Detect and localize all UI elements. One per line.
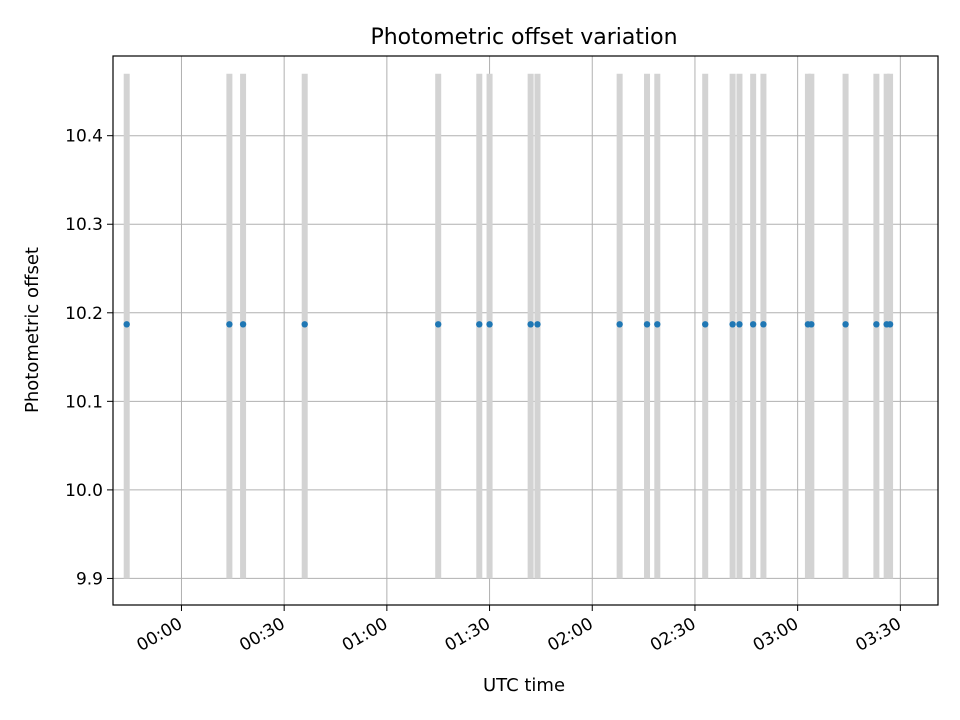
data-point bbox=[842, 321, 849, 328]
data-point bbox=[226, 321, 233, 328]
y-tick-label: 10.1 bbox=[65, 392, 103, 412]
data-point bbox=[527, 321, 534, 328]
y-tick-label: 10.0 bbox=[65, 481, 103, 501]
data-point bbox=[729, 321, 736, 328]
x-axis-ticks: 00:00 00:30 01:00 01:30 02:00 02:30 03:00 03:30 bbox=[134, 605, 905, 656]
x-tick-label: 01:00 bbox=[339, 614, 391, 656]
data-point bbox=[616, 321, 623, 328]
data-point bbox=[486, 321, 493, 328]
y-tick-label: 10.2 bbox=[65, 304, 103, 324]
data-point bbox=[873, 321, 880, 328]
data-point bbox=[702, 321, 709, 328]
plot-frame bbox=[112, 55, 939, 606]
data-point bbox=[435, 321, 442, 328]
x-tick-label: 02:00 bbox=[544, 614, 596, 656]
data-point bbox=[239, 321, 247, 328]
x-tick-label: 02:30 bbox=[647, 614, 699, 656]
data-point bbox=[301, 321, 308, 328]
y-axis-ticks: 9.9 10.0 10.1 10.2 10.3 10.4 bbox=[65, 127, 113, 589]
data-point bbox=[643, 321, 651, 328]
x-tick-label: 00:30 bbox=[236, 614, 288, 656]
data-point bbox=[736, 321, 743, 328]
data-point bbox=[476, 321, 483, 328]
x-tick-label: 03:00 bbox=[750, 614, 802, 656]
grid bbox=[113, 56, 938, 605]
data-point bbox=[760, 321, 767, 328]
data-points bbox=[123, 321, 894, 328]
data-point bbox=[886, 321, 894, 328]
y-tick-label: 9.9 bbox=[76, 569, 103, 589]
y-tick-label: 10.4 bbox=[65, 127, 103, 147]
data-point bbox=[749, 321, 757, 328]
chart-title: Photometric offset variation bbox=[370, 25, 677, 50]
x-tick-label: 00:00 bbox=[134, 614, 186, 656]
data-point bbox=[534, 321, 541, 328]
data-point bbox=[654, 321, 661, 328]
y-axis-label: Photometric offset bbox=[22, 247, 43, 413]
data-point bbox=[123, 321, 130, 328]
data-point bbox=[808, 321, 815, 328]
y-tick-label: 10.3 bbox=[65, 215, 103, 235]
x-tick-label: 01:30 bbox=[442, 614, 494, 656]
x-tick-label: 03:30 bbox=[852, 614, 904, 656]
x-axis-label: UTC time bbox=[483, 675, 565, 696]
